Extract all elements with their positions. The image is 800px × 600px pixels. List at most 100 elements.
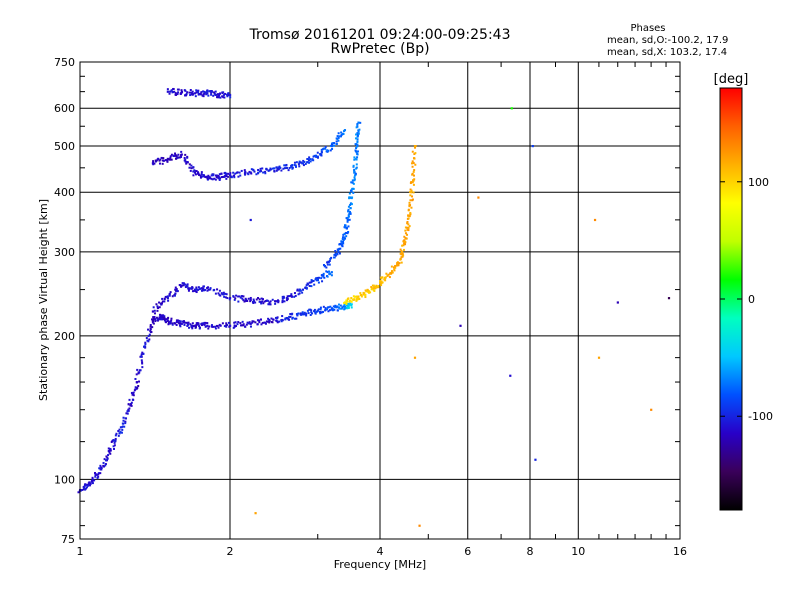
data-point (225, 177, 228, 180)
data-point (247, 173, 250, 176)
data-point (178, 324, 181, 327)
data-point (104, 459, 107, 462)
data-point (409, 213, 412, 216)
data-point (207, 288, 210, 291)
data-point (127, 408, 130, 411)
data-point (148, 333, 151, 336)
data-point (103, 465, 106, 468)
data-point (331, 147, 334, 150)
data-point (260, 297, 263, 300)
data-point (352, 191, 355, 194)
data-point (189, 89, 192, 92)
data-point (124, 420, 127, 423)
data-point (221, 293, 224, 296)
data-point (120, 426, 123, 429)
data-point (363, 292, 366, 295)
data-point (413, 178, 416, 181)
data-point (320, 148, 323, 151)
data-point (249, 325, 252, 328)
data-point (140, 359, 143, 362)
data-point (128, 407, 131, 410)
data-point (149, 325, 152, 328)
data-point (295, 313, 298, 316)
data-point (346, 307, 349, 310)
data-point (409, 194, 412, 197)
data-point (226, 297, 229, 300)
data-point (260, 302, 263, 305)
data-point (359, 292, 362, 295)
data-point (283, 300, 286, 303)
data-point (269, 300, 272, 303)
data-point (184, 160, 187, 163)
data-point (218, 289, 221, 292)
data-point (210, 91, 213, 94)
data-point (155, 303, 158, 306)
data-point (324, 308, 327, 311)
data-point (215, 174, 218, 177)
data-point (225, 325, 228, 328)
data-point (158, 306, 161, 309)
data-point (171, 323, 174, 326)
data-point (140, 353, 143, 356)
data-point (328, 273, 331, 276)
data-point (147, 340, 150, 343)
data-point (203, 90, 206, 93)
data-point (367, 290, 371, 293)
data-point (194, 173, 197, 176)
data-point (191, 327, 194, 330)
data-point (130, 391, 133, 394)
data-point (160, 156, 163, 159)
data-point (224, 292, 227, 295)
data-point (89, 482, 92, 485)
data-point (130, 404, 133, 407)
data-point (214, 90, 217, 93)
data-point (263, 321, 266, 324)
data-point (167, 299, 170, 302)
data-point (409, 199, 412, 202)
data-point (216, 288, 219, 291)
data-point (211, 178, 214, 181)
data-point (233, 321, 236, 324)
data-point (341, 306, 344, 309)
data-point (234, 172, 237, 175)
data-point (409, 191, 412, 194)
data-point (103, 458, 106, 461)
data-point (296, 288, 299, 291)
data-point (107, 450, 110, 453)
data-point (171, 295, 174, 298)
data-point (97, 472, 100, 475)
data-point (162, 159, 165, 162)
data-point (308, 281, 311, 284)
data-point (370, 288, 373, 291)
data-point (650, 408, 653, 411)
data-point (187, 321, 190, 324)
data-point (266, 299, 269, 302)
data-point (139, 369, 142, 372)
data-point (349, 203, 352, 206)
data-point (197, 93, 200, 96)
data-point (109, 447, 112, 450)
data-point (374, 285, 377, 288)
data-point (301, 291, 304, 294)
data-point (354, 143, 357, 146)
data-point (392, 266, 395, 269)
data-point (260, 323, 263, 326)
data-point (237, 295, 240, 298)
data-point (244, 170, 247, 173)
data-point (234, 325, 237, 328)
data-point (394, 266, 397, 269)
data-point (377, 285, 380, 288)
data-point (167, 321, 170, 324)
data-point (285, 166, 288, 170)
data-point (132, 391, 135, 394)
data-point (242, 299, 245, 302)
data-point (218, 178, 221, 181)
data-point (212, 94, 215, 97)
data-point (200, 287, 203, 290)
data-point (181, 90, 184, 93)
data-point (137, 385, 140, 388)
data-point (393, 269, 396, 272)
data-point (331, 142, 334, 145)
data-point (211, 90, 214, 93)
